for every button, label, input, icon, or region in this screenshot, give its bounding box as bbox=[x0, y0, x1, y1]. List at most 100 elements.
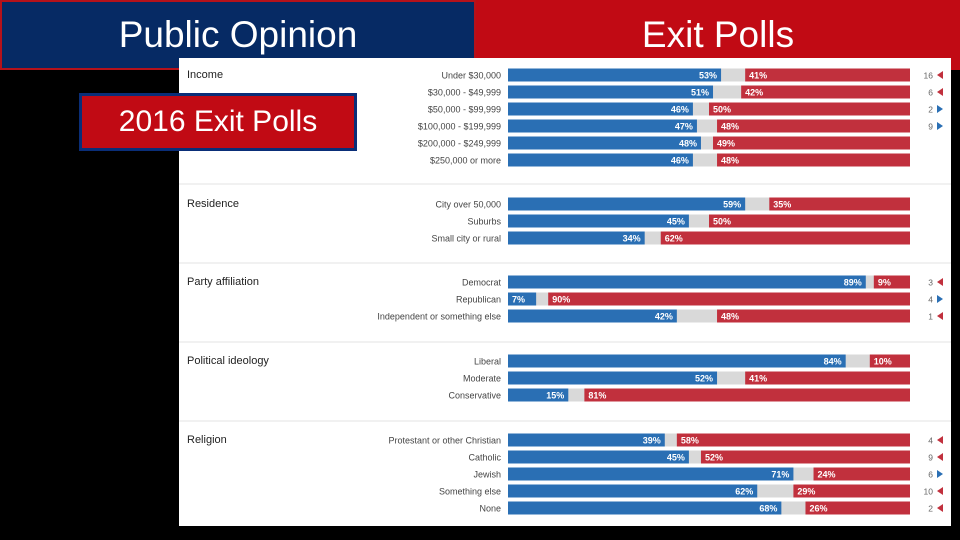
shift-left-arrow-icon bbox=[937, 453, 943, 461]
clinton-bar bbox=[508, 153, 693, 167]
change-value: 6 bbox=[928, 88, 933, 98]
trump-value-label: 48% bbox=[721, 122, 739, 132]
trump-value-label: 9% bbox=[878, 278, 891, 288]
row-label: Protestant or other Christian bbox=[388, 436, 501, 446]
row-label: Liberal bbox=[474, 357, 501, 367]
clinton-bar bbox=[508, 68, 722, 82]
row-label: None bbox=[479, 504, 501, 514]
row-label: Under $30,000 bbox=[441, 71, 501, 81]
clinton-bar bbox=[508, 388, 569, 402]
trump-bar bbox=[873, 275, 910, 289]
change-value: 9 bbox=[928, 122, 933, 132]
group-title: Party affiliation bbox=[187, 276, 259, 288]
group-title: Political ideology bbox=[187, 355, 269, 367]
change-value: 9 bbox=[928, 453, 933, 463]
clinton-bar bbox=[508, 354, 846, 368]
clinton-value-label: 62% bbox=[735, 487, 753, 497]
clinton-value-label: 47% bbox=[675, 122, 693, 132]
change-value: 3 bbox=[928, 278, 933, 288]
clinton-bar bbox=[508, 231, 645, 245]
clinton-value-label: 46% bbox=[671, 105, 689, 115]
trump-bar bbox=[660, 231, 910, 245]
shift-left-arrow-icon bbox=[937, 504, 943, 512]
clinton-bar bbox=[508, 292, 537, 306]
trump-bar bbox=[745, 371, 910, 385]
group-title: Income bbox=[187, 69, 223, 81]
clinton-value-label: 59% bbox=[723, 200, 741, 210]
shift-right-arrow-icon bbox=[937, 470, 943, 478]
clinton-value-label: 89% bbox=[844, 278, 862, 288]
trump-value-label: 90% bbox=[552, 295, 570, 305]
clinton-bar bbox=[508, 197, 746, 211]
clinton-value-label: 39% bbox=[643, 436, 661, 446]
trump-bar bbox=[709, 102, 910, 116]
row-label: $30,000 - $49,999 bbox=[428, 88, 501, 98]
trump-bar bbox=[676, 433, 910, 447]
trump-bar bbox=[717, 119, 910, 133]
clinton-bar bbox=[508, 136, 701, 150]
shift-left-arrow-icon bbox=[937, 88, 943, 96]
trump-bar bbox=[741, 85, 910, 99]
shift-right-arrow-icon bbox=[937, 122, 943, 130]
trump-bar bbox=[745, 68, 910, 82]
row-label: $100,000 - $199,999 bbox=[418, 122, 501, 132]
trump-bar bbox=[584, 388, 910, 402]
trump-value-label: 41% bbox=[749, 71, 767, 81]
clinton-value-label: 7% bbox=[512, 295, 525, 305]
trump-value-label: 42% bbox=[745, 88, 763, 98]
change-value: 16 bbox=[924, 71, 934, 81]
clinton-bar bbox=[508, 433, 665, 447]
trump-bar bbox=[805, 501, 910, 515]
clinton-bar bbox=[508, 371, 718, 385]
trump-value-label: 48% bbox=[721, 156, 739, 166]
clinton-value-label: 53% bbox=[699, 71, 717, 81]
clinton-bar bbox=[508, 102, 693, 116]
trump-value-label: 62% bbox=[665, 234, 683, 244]
change-value: 4 bbox=[928, 295, 933, 305]
exit-polls-badge-label: 2016 Exit Polls bbox=[118, 105, 318, 138]
clinton-value-label: 51% bbox=[691, 88, 709, 98]
trump-value-label: 58% bbox=[681, 436, 699, 446]
trump-bar bbox=[769, 197, 910, 211]
row-label: Republican bbox=[456, 295, 501, 305]
row-label: Something else bbox=[439, 487, 501, 497]
change-value: 2 bbox=[928, 105, 933, 115]
group-title: Residence bbox=[187, 198, 239, 210]
shift-left-arrow-icon bbox=[937, 71, 943, 79]
clinton-value-label: 48% bbox=[679, 139, 697, 149]
group-title: Religion bbox=[187, 434, 227, 446]
trump-value-label: 49% bbox=[717, 139, 735, 149]
clinton-bar bbox=[508, 119, 697, 133]
clinton-bar bbox=[508, 484, 758, 498]
trump-value-label: 50% bbox=[713, 105, 731, 115]
clinton-value-label: 45% bbox=[667, 453, 685, 463]
clinton-bar bbox=[508, 309, 677, 323]
shift-left-arrow-icon bbox=[937, 436, 943, 444]
row-label: Small city or rural bbox=[431, 234, 501, 244]
change-value: 6 bbox=[928, 470, 933, 480]
trump-value-label: 10% bbox=[874, 357, 892, 367]
clinton-value-label: 68% bbox=[759, 504, 777, 514]
clinton-bar bbox=[508, 214, 689, 228]
row-label: Catholic bbox=[468, 453, 501, 463]
change-value: 1 bbox=[928, 312, 933, 322]
trump-bar bbox=[813, 467, 910, 481]
clinton-value-label: 84% bbox=[824, 357, 842, 367]
shift-right-arrow-icon bbox=[937, 105, 943, 113]
exit-polls-badge: 2016 Exit Polls bbox=[79, 93, 357, 151]
public-opinion-title: Public Opinion bbox=[118, 14, 358, 55]
row-label: $50,000 - $99,999 bbox=[428, 105, 501, 115]
clinton-bar bbox=[508, 501, 782, 515]
clinton-value-label: 71% bbox=[771, 470, 789, 480]
row-label: City over 50,000 bbox=[435, 200, 501, 210]
clinton-value-label: 46% bbox=[671, 156, 689, 166]
clinton-bar bbox=[508, 85, 714, 99]
row-label: Jewish bbox=[473, 470, 501, 480]
clinton-value-label: 15% bbox=[546, 391, 564, 401]
trump-bar bbox=[709, 214, 910, 228]
trump-bar bbox=[717, 309, 910, 323]
shift-left-arrow-icon bbox=[937, 487, 943, 495]
clinton-bar bbox=[508, 275, 866, 289]
shift-left-arrow-icon bbox=[937, 312, 943, 320]
row-label: Moderate bbox=[463, 374, 501, 384]
